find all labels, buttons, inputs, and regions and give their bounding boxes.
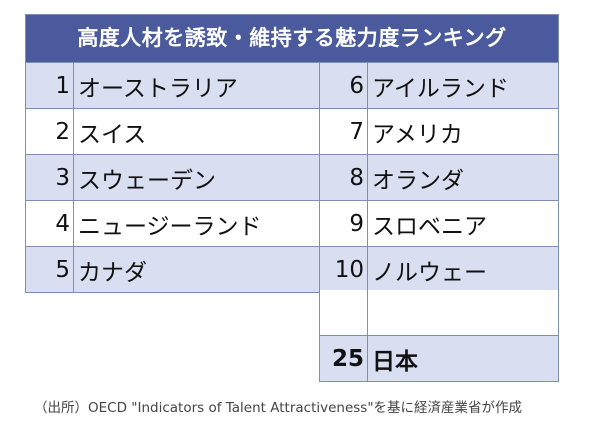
japan-section: 25 日本 — [319, 290, 559, 382]
empty-row — [320, 290, 558, 335]
rank-cell: 9 — [320, 201, 368, 246]
empty-country-cell — [368, 290, 558, 335]
country-cell: ニュージーランド — [74, 201, 320, 246]
rank-cell: 2 — [26, 109, 74, 154]
table-bottom-border — [320, 381, 558, 382]
country-cell: スウェーデン — [74, 155, 320, 200]
rank-cell: 7 — [320, 109, 368, 154]
table-row: 4 ニュージーランド 9 スロベニア — [26, 200, 558, 246]
table-row: 3 スウェーデン 8 オランダ — [26, 154, 558, 200]
table-row: 1 オーストラリア 6 アイルランド — [26, 62, 558, 108]
country-cell: カナダ — [74, 247, 320, 292]
table-row: 2 スイス 7 アメリカ — [26, 108, 558, 154]
rank-cell: 5 — [26, 247, 74, 292]
rank-cell: 3 — [26, 155, 74, 200]
empty-rank-cell — [320, 290, 368, 335]
rank-cell: 1 — [26, 63, 74, 108]
source-note: （出所）OECD "Indicators of Talent Attractiv… — [34, 400, 523, 416]
japan-row: 25 日本 — [320, 335, 558, 381]
country-cell: ノルウェー — [372, 259, 487, 286]
table-row: 5 カナダ 10 ノルウェー — [26, 246, 558, 292]
rank-cell: 4 — [26, 201, 74, 246]
country-cell: アメリカ — [372, 121, 463, 148]
rank-cell: 10 — [320, 247, 368, 292]
country-cell: アイルランド — [372, 75, 509, 102]
country-cell: スロベニア — [372, 213, 487, 240]
country-cell: オーストラリア — [74, 63, 320, 108]
country-cell: スイス — [74, 109, 320, 154]
ranking-table: 高度人材を誘致・維持する魅力度ランキング 1 オーストラリア 6 アイルランド … — [25, 14, 559, 293]
rank-cell: 8 — [320, 155, 368, 200]
japan-rank-cell: 25 — [320, 336, 368, 381]
table-title: 高度人材を誘致・維持する魅力度ランキング — [26, 15, 558, 62]
japan-country-cell: 日本 — [372, 348, 418, 375]
country-cell: オランダ — [372, 167, 464, 194]
rank-cell: 6 — [320, 63, 368, 108]
